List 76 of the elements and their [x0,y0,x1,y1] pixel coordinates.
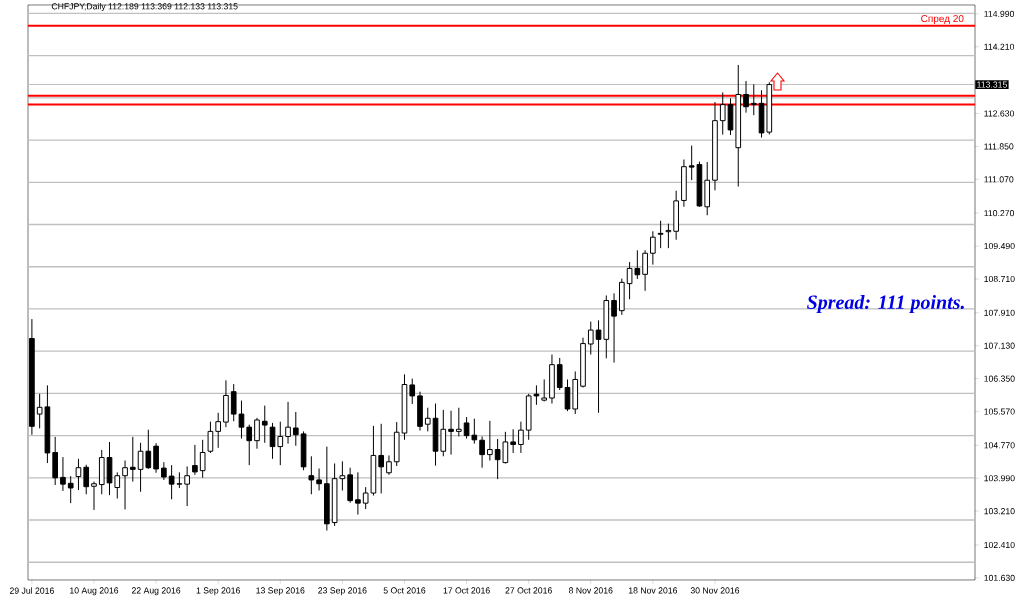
candlestick [122,460,128,510]
x-tick-label: 5 Oct 2016 [383,587,426,594]
x-tick-label: 1 Sep 2016 [196,587,240,596]
candlestick [192,444,198,476]
candlestick [665,223,672,249]
x-tick-label: 10 Aug 2016 [70,587,119,596]
x-tick-label: 18 Nov 2016 [628,587,678,594]
x-tick-label: 13 Sep 2016 [256,587,305,596]
chart-title: CHFJPY,Daily 112.189 113.369 112.133 113.315 [51,3,238,12]
y-tick-label: 110.270 [984,210,1015,217]
candlestick [308,455,315,495]
candlestick [129,436,136,483]
y-tick-label: 105.570 [984,408,1015,415]
candlestick [355,471,361,516]
candlestick [114,471,121,500]
candlestick [207,421,214,454]
candlestick [518,421,524,454]
candlestick [750,83,757,116]
candlestick [743,80,749,114]
candlestick [261,405,268,444]
candlestick [184,465,190,507]
candlestick [556,357,563,391]
x-tick-label: 23 Sep 2016 [318,587,367,596]
x-tick-label: 27 Oct 2016 [505,587,552,594]
y-tick-label: 111.070 [984,176,1014,183]
x-tick-label: 17 Oct 2016 [443,587,490,594]
candlestick [479,435,485,469]
y-tick-label: 108.710 [984,275,1015,283]
y-tick-label: 103.210 [984,508,1015,515]
y-tick-label: 101.630 [984,574,1015,581]
candlestick [386,454,392,476]
ref-line-label: 113.315 [977,81,1007,88]
candlestick [642,249,648,292]
candlestick [285,401,291,445]
y-tick-label: 109.490 [984,242,1015,250]
candlestick [564,378,571,412]
candlestick [153,442,159,474]
y-tick-label: 114.990 [984,10,1015,17]
y-tick-label: 103.990 [984,475,1015,482]
candlestick [487,420,493,462]
x-tick-label: 29 Jul 2016 [9,587,54,594]
y-tick-label: 104.770 [984,442,1015,449]
y-tick-label: 107.910 [984,309,1015,316]
x-tick-label: 8 Nov 2016 [568,587,613,594]
candlestick [455,407,462,437]
candlestick [199,439,206,479]
candlestick [60,456,66,492]
candlestick [587,321,594,356]
candlestick [83,464,90,495]
candlestick [424,407,431,432]
candlestick [650,230,656,266]
candlestick [409,378,416,405]
y-tick-label: 114.210 [984,43,1015,50]
x-tick-label: 30 Nov 2016 [690,587,740,594]
y-tick-label: 106.350 [984,375,1015,382]
candlestick [67,475,74,504]
candlestick [611,292,617,364]
candlestick [91,481,97,511]
candlestick [448,410,454,456]
annotation: Spread: 111 points. [806,294,964,314]
candlestick [316,468,322,491]
y-tick-label: 107.130 [984,342,1015,349]
ref-line-label: Спред 20 [921,15,964,25]
y-tick-label: 112.630 [984,110,1015,117]
y-tick-label: 111.850 [984,143,1014,150]
candlestick [75,458,82,491]
candlestick [246,424,253,466]
candlestick [292,411,299,447]
candlestick [254,417,260,450]
x-tick-label: 22 Aug 2016 [131,587,181,596]
candlestick [215,412,222,449]
candlestick [657,220,664,249]
candlestick [378,423,385,494]
candlestick [719,91,726,136]
y-tick-label: 102.410 [984,541,1015,549]
candlestick [510,428,516,454]
